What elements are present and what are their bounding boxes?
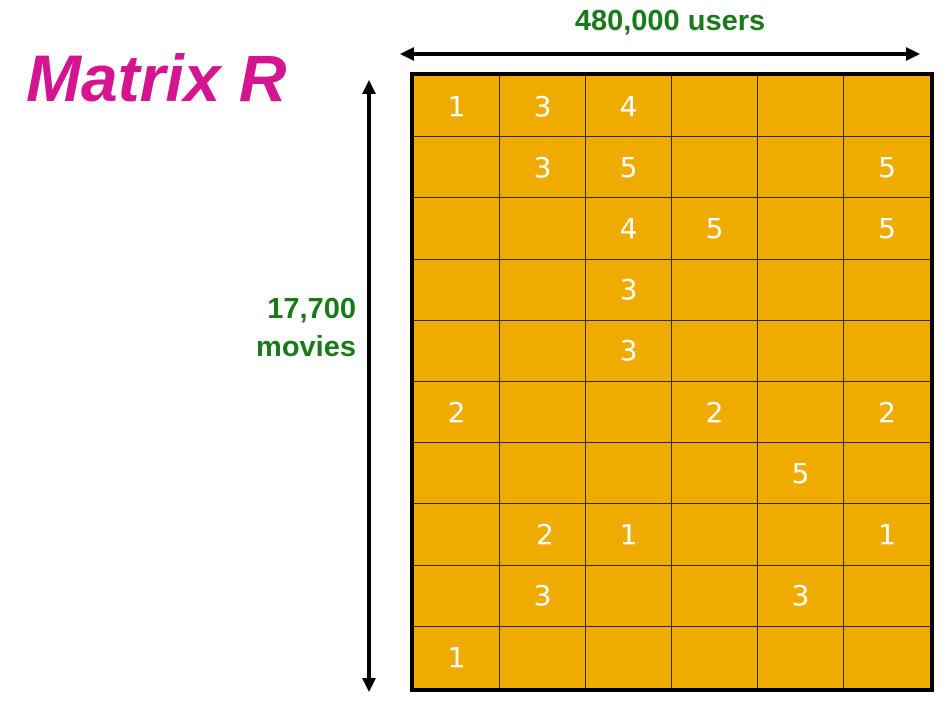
matrix-cell: 5	[586, 137, 672, 199]
matrix-cell: 1	[414, 76, 500, 138]
matrix-cell	[672, 259, 758, 321]
matrix-cell: 2	[414, 382, 500, 444]
matrix-cell	[586, 382, 672, 444]
matrix-cell: 3	[500, 137, 586, 199]
matrix-cell	[414, 504, 500, 566]
movies-unit-label: movies	[256, 331, 356, 363]
matrix-cell	[672, 443, 758, 505]
matrix-cell	[758, 504, 844, 566]
matrix-cell	[758, 259, 844, 321]
matrix-cell	[500, 443, 586, 505]
matrix-cell: 1	[586, 504, 672, 566]
matrix-cell	[500, 626, 586, 688]
matrix-cell	[844, 566, 930, 627]
matrix-cell	[500, 198, 586, 260]
matrix-cell	[414, 198, 500, 260]
horizontal-double-arrow	[400, 47, 920, 61]
matrix-cell	[672, 320, 758, 382]
matrix-cell	[844, 260, 930, 321]
matrix-cell	[672, 626, 758, 688]
matrix-cell: 5	[844, 198, 930, 260]
matrix-cell: 5	[758, 443, 844, 505]
matrix-cell: 3	[758, 565, 844, 627]
matrix-cell	[844, 443, 930, 505]
matrix-cell: 1	[844, 504, 930, 566]
matrix-cell	[758, 382, 844, 444]
matrix-cell	[844, 321, 930, 382]
matrix-cell: 3	[500, 565, 586, 627]
matrix-cell	[758, 137, 844, 199]
movies-count-label: 17,700	[267, 293, 356, 325]
matrix-cell	[500, 320, 586, 382]
matrix-cell: 2	[672, 382, 758, 444]
matrix-cell: 3	[500, 76, 586, 138]
matrix-cell	[414, 565, 500, 627]
matrix-cell	[414, 137, 500, 199]
matrix-cell	[414, 259, 500, 321]
matrix-cell	[672, 504, 758, 566]
matrix-cell	[500, 259, 586, 321]
matrix-cell	[672, 565, 758, 627]
matrix-cell: 4	[586, 76, 672, 138]
matrix-cell	[500, 382, 586, 444]
vertical-double-arrow	[362, 80, 376, 692]
matrix-cell	[586, 626, 672, 688]
matrix-cell: 5	[844, 137, 930, 199]
matrix-cell: 2	[844, 382, 930, 444]
movies-dimension-label: 17,700 movies	[220, 290, 356, 366]
matrix-cell	[414, 320, 500, 382]
matrix-cell: 3	[586, 259, 672, 321]
matrix-cell	[844, 627, 930, 688]
matrix-cell: 3	[586, 320, 672, 382]
matrix-cell	[758, 626, 844, 688]
matrix-cell: 5	[672, 198, 758, 260]
matrix-cell	[758, 320, 844, 382]
matrix-cell: 4	[586, 198, 672, 260]
matrix-title: Matrix R	[26, 41, 287, 115]
matrix-cell	[844, 76, 930, 138]
matrix-cell	[586, 443, 672, 505]
matrix-cell	[672, 137, 758, 199]
matrix-cell	[758, 76, 844, 138]
users-dimension-label: 480,000 users	[574, 5, 766, 37]
matrix-cell: 1	[414, 626, 500, 688]
matrix-cell	[586, 565, 672, 627]
matrix-cell: 2	[500, 504, 586, 566]
matrix-cell	[672, 76, 758, 138]
matrix-cell	[758, 198, 844, 260]
matrix-cell	[414, 443, 500, 505]
